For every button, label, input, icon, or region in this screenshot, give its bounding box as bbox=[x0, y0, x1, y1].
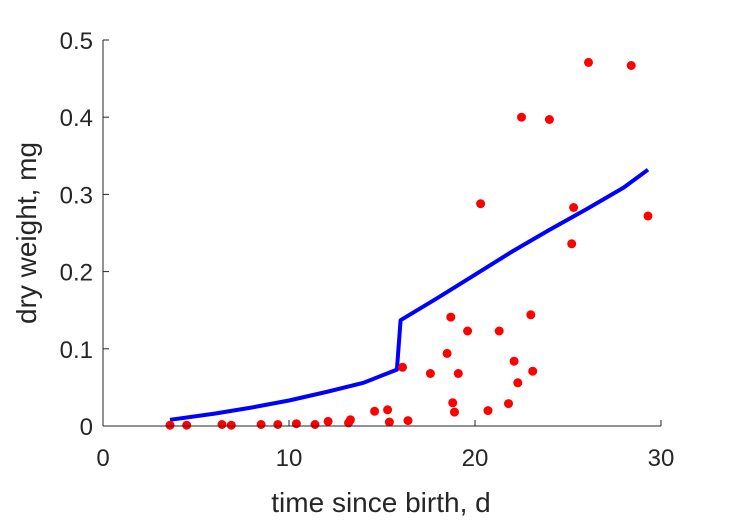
fit-line bbox=[169, 168, 650, 422]
data-point bbox=[310, 420, 320, 429]
y-tick-label: 0.4 bbox=[60, 105, 93, 132]
data-point bbox=[450, 407, 459, 417]
data-point bbox=[526, 310, 536, 320]
y-tick-label: 0.3 bbox=[60, 182, 93, 209]
data-point bbox=[504, 399, 513, 409]
axes: 0 10 20 30 0 0.1 0.2 0.3 0.4 0.5 bbox=[60, 28, 675, 472]
x-tick-label: 0 bbox=[96, 445, 109, 472]
data-point bbox=[345, 415, 355, 425]
data-point bbox=[453, 369, 463, 378]
data-point bbox=[446, 312, 456, 322]
data-point bbox=[476, 199, 486, 209]
data-point bbox=[494, 326, 504, 336]
data-point bbox=[398, 362, 407, 372]
data-point bbox=[384, 417, 394, 427]
data-point bbox=[291, 419, 301, 429]
data-point bbox=[256, 420, 266, 429]
data-point bbox=[544, 115, 554, 124]
data-point bbox=[383, 405, 393, 415]
x-tick-label: 30 bbox=[648, 445, 675, 472]
data-point bbox=[626, 61, 636, 70]
data-point bbox=[509, 356, 519, 366]
data-point bbox=[448, 398, 458, 408]
data-point bbox=[425, 369, 435, 378]
data-point bbox=[165, 420, 175, 430]
data-point bbox=[643, 211, 653, 221]
data-point bbox=[483, 406, 493, 416]
data-point bbox=[442, 348, 452, 358]
y-tick-label: 0.5 bbox=[60, 28, 93, 55]
y-tick-label: 0.2 bbox=[60, 260, 93, 287]
y-tick-label: 0.1 bbox=[60, 337, 93, 364]
data-point bbox=[567, 239, 577, 249]
plot-area bbox=[165, 57, 653, 430]
data-point bbox=[370, 406, 380, 416]
x-tick-label: 10 bbox=[276, 445, 303, 472]
data-point bbox=[569, 203, 579, 212]
data-point bbox=[528, 366, 538, 376]
data-point bbox=[273, 420, 283, 429]
data-point bbox=[513, 378, 523, 388]
data-point bbox=[217, 420, 227, 429]
x-tick-label: 20 bbox=[462, 445, 489, 472]
data-point bbox=[226, 420, 236, 430]
data-point bbox=[517, 112, 526, 122]
x-axis-label: time since birth, d bbox=[271, 487, 490, 518]
data-point bbox=[463, 326, 473, 336]
data-point bbox=[584, 57, 593, 67]
y-tick-label: 0 bbox=[80, 414, 93, 441]
data-point bbox=[182, 420, 192, 430]
data-point bbox=[323, 416, 333, 426]
data-point bbox=[403, 416, 413, 426]
y-axis-label: dry weight, mg bbox=[11, 142, 42, 324]
